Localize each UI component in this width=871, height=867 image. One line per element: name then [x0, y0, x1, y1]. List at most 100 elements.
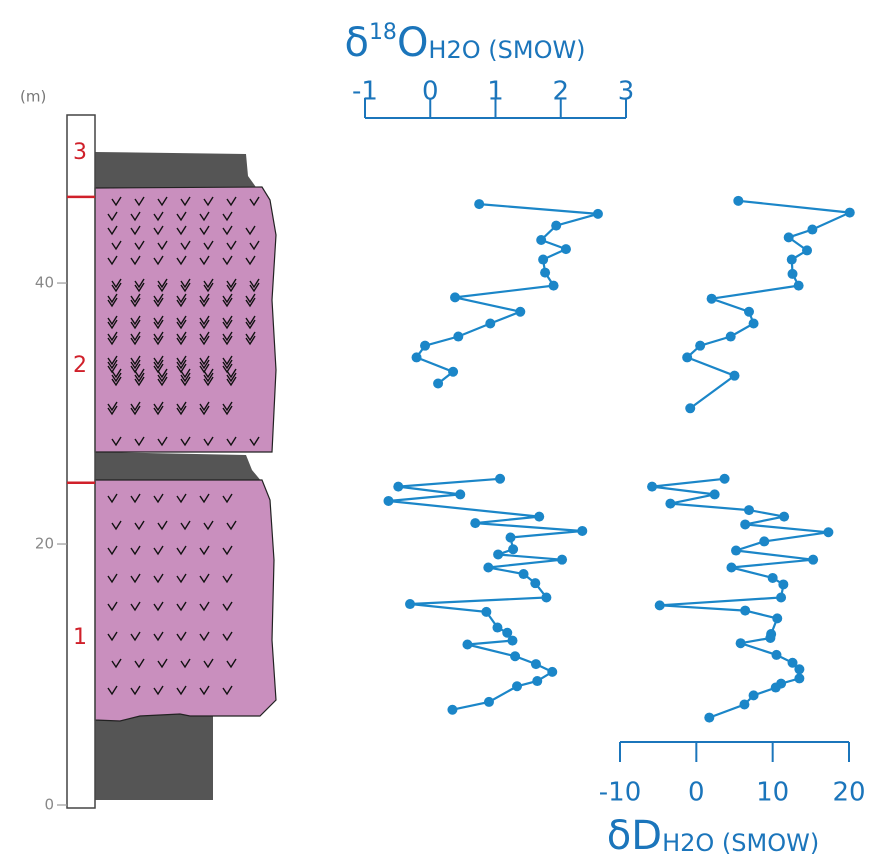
chevron: [180, 436, 191, 447]
chevron: [226, 658, 237, 669]
chevron: [107, 355, 118, 366]
chevron: [199, 545, 210, 556]
chevron: [222, 255, 233, 266]
data-point: [512, 681, 523, 692]
data-point: [507, 635, 518, 646]
data-point: [548, 280, 559, 291]
chevron: [226, 368, 237, 379]
chevron: [130, 225, 141, 236]
chevron: [107, 359, 118, 370]
chevron: [222, 631, 233, 642]
chevron: [153, 335, 164, 346]
data-point: [383, 495, 394, 506]
data-point: [505, 532, 516, 543]
chevron: [222, 401, 233, 412]
chevron: [180, 376, 191, 387]
chevron: [176, 335, 187, 346]
data-point: [540, 267, 551, 278]
chevron: [222, 211, 233, 222]
title-symbol: δ: [344, 20, 368, 66]
data-point: [719, 473, 730, 484]
chevron: [111, 196, 122, 207]
chevron: [107, 335, 118, 346]
chevron: [134, 376, 145, 387]
chevron: [180, 278, 191, 289]
data-point: [536, 234, 547, 245]
chevron: [176, 297, 187, 308]
data-point: [534, 511, 545, 522]
data-point: [704, 712, 715, 723]
title-subscript: H2O (SMOW): [428, 36, 585, 64]
data-point: [807, 224, 818, 235]
chevron: [203, 240, 214, 251]
chevron: [199, 211, 210, 222]
dark-layer: [95, 712, 213, 800]
chevron: [222, 355, 233, 366]
chevron: [153, 297, 164, 308]
chevron: [199, 335, 210, 346]
chevron: [203, 436, 214, 447]
chevron: [176, 331, 187, 342]
chevron: [176, 545, 187, 556]
chevron: [111, 368, 122, 379]
chevron: [222, 545, 233, 556]
data-point: [411, 352, 422, 363]
chevron: [153, 405, 164, 416]
chevron: [157, 240, 168, 251]
chevron: [199, 493, 210, 504]
chevron: [134, 368, 145, 379]
chevron: [134, 196, 145, 207]
data-point: [420, 340, 431, 351]
chevron: [176, 401, 187, 412]
dark-layer: [95, 152, 258, 190]
chevron: [111, 376, 122, 387]
chevron: [111, 372, 122, 383]
data-point: [739, 699, 750, 710]
chevron: [222, 293, 233, 304]
chevron: [134, 278, 145, 289]
chevron: [107, 315, 118, 326]
chevron: [199, 331, 210, 342]
chevron: [199, 297, 210, 308]
x-tick-label: 2: [552, 77, 569, 107]
data-point: [808, 554, 819, 565]
data-point: [740, 605, 751, 616]
chevron: [249, 196, 260, 207]
chevron: [199, 631, 210, 642]
data-point: [765, 632, 776, 643]
chevron: [107, 211, 118, 222]
chevron: [176, 293, 187, 304]
chevron: [249, 278, 260, 289]
data-point: [725, 331, 736, 342]
axis-title: δ18OH2O (SMOW): [344, 20, 585, 66]
chevron: [180, 196, 191, 207]
chevron: [226, 196, 237, 207]
chevron: [130, 545, 141, 556]
chevron: [130, 631, 141, 642]
chevron: [176, 211, 187, 222]
title-element: O: [397, 20, 428, 66]
data-point: [393, 481, 404, 492]
chevron: [107, 601, 118, 612]
data-point: [557, 554, 568, 565]
data-point: [470, 518, 481, 529]
x-tick-label: 0: [688, 778, 705, 808]
chevron: [180, 368, 191, 379]
chevron: [245, 331, 256, 342]
data-point: [744, 306, 755, 317]
chevron: [130, 359, 141, 370]
chevron: [107, 545, 118, 556]
chevron: [222, 573, 233, 584]
chevron: [130, 255, 141, 266]
chevron: [107, 685, 118, 696]
chevron: [107, 293, 118, 304]
chevron: [130, 211, 141, 222]
chevron: [107, 319, 118, 330]
data-point: [759, 536, 770, 547]
chevron: [199, 685, 210, 696]
x-tick-label: 1: [487, 77, 504, 107]
chevron: [153, 225, 164, 236]
data-point: [493, 549, 504, 560]
